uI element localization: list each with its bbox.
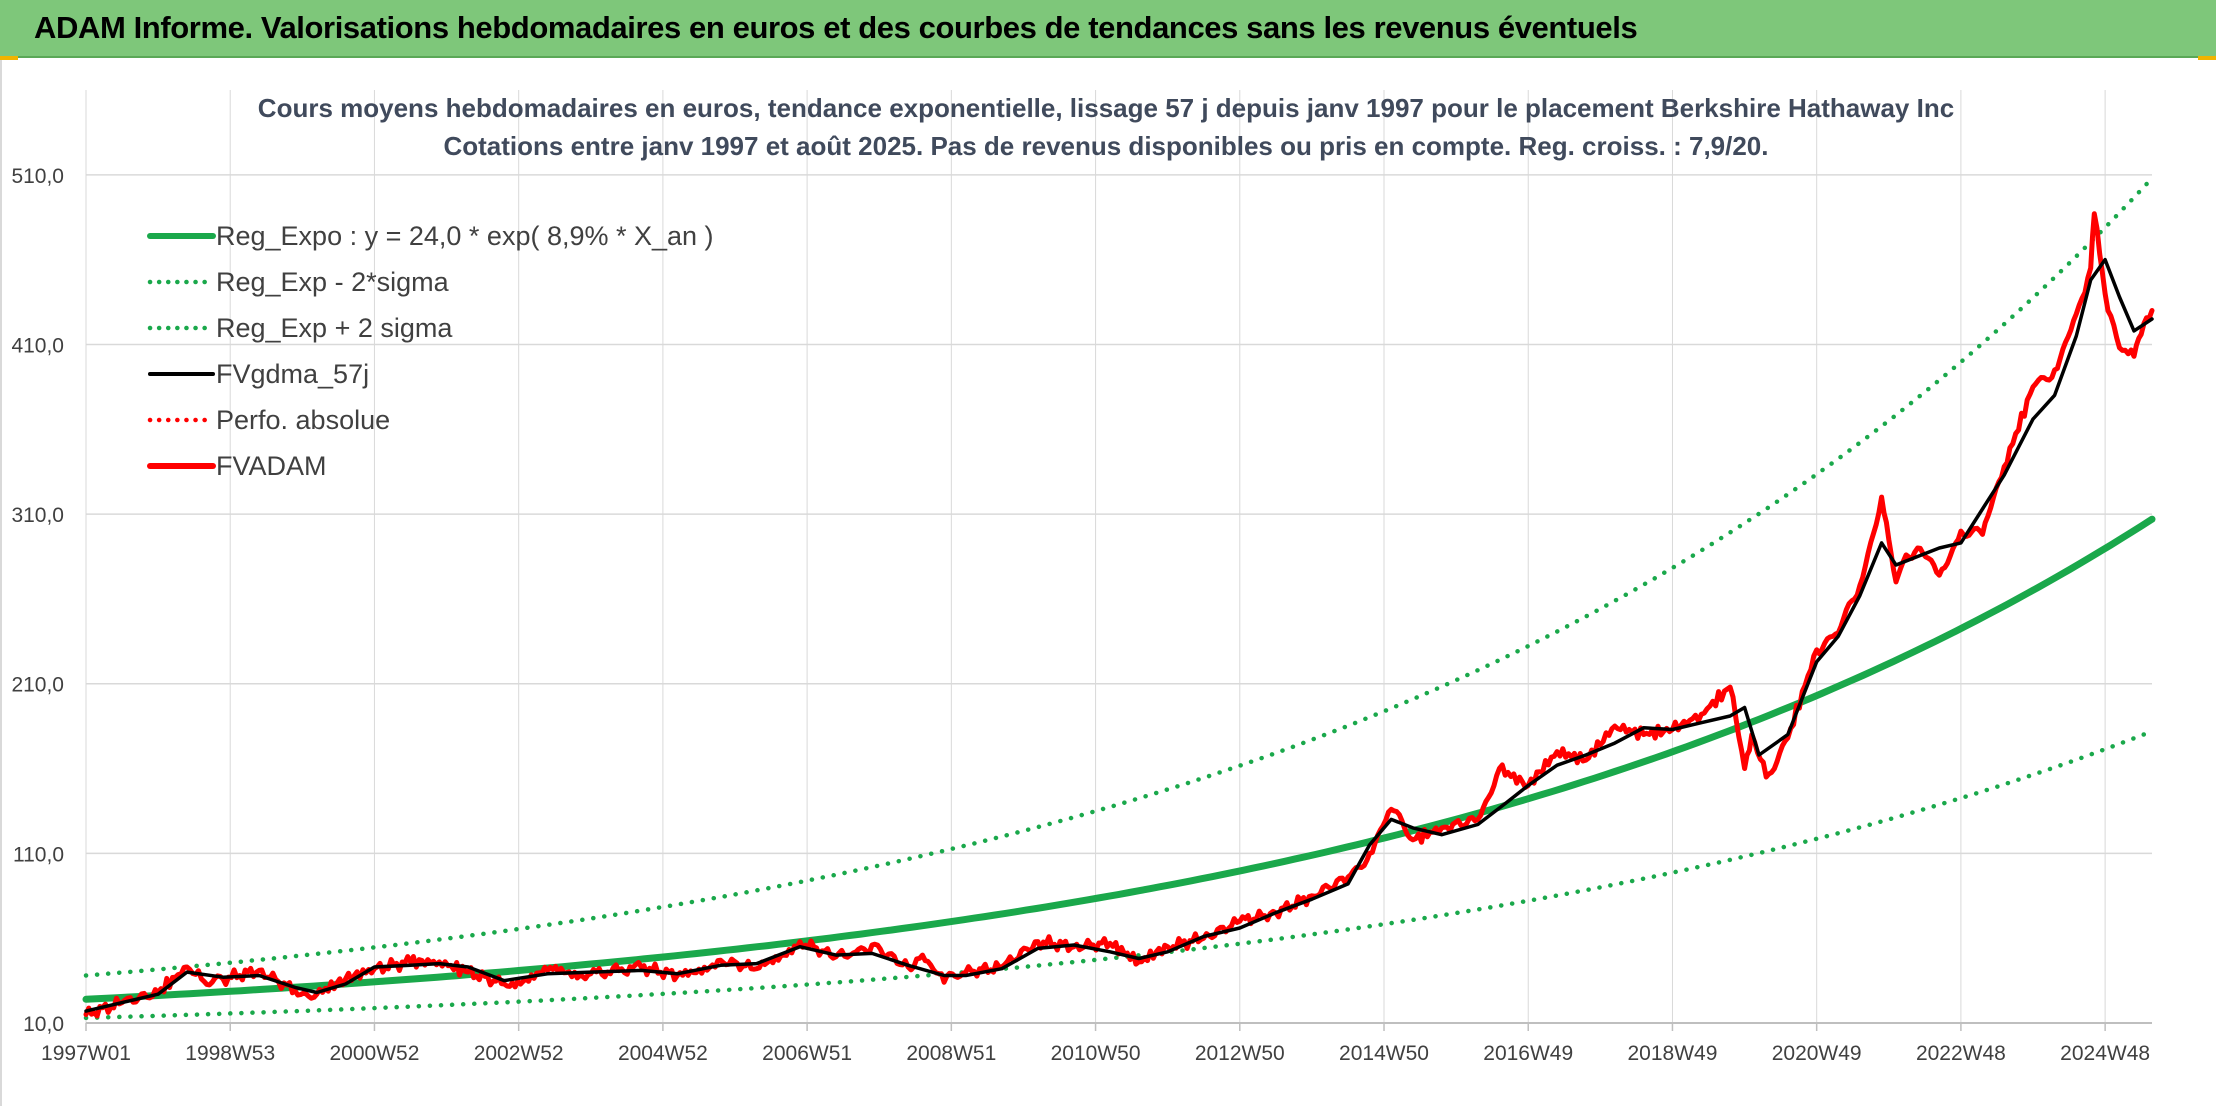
x-tick-label: 2010W50 (1051, 1042, 1141, 1065)
report-banner: ADAM Informe. Valorisations hebdomadaire… (0, 0, 2216, 58)
chart-subtitle: Cotations entre janv 1997 et août 2025. … (443, 131, 1768, 161)
x-tick-label: 2022W48 (1916, 1042, 2006, 1065)
x-tick-label: 2024W48 (2060, 1042, 2150, 1065)
y-tick-label: 110,0 (13, 843, 64, 866)
series-line-1 (83, 728, 2155, 1021)
x-tick-label: 2018W49 (1628, 1042, 1718, 1065)
legend-label: Reg_Exp - 2*sigma (216, 267, 450, 297)
legend-label: Reg_Expo : y = 24,0 * exp( 8,9% * X_an ) (216, 221, 714, 251)
x-tick-label: 2000W52 (329, 1042, 419, 1065)
y-tick-label: 310,0 (11, 504, 64, 527)
grid-layer (85, 90, 2152, 1024)
x-tick-label: 2014W50 (1339, 1042, 1429, 1065)
legend-label: Reg_Exp + 2 sigma (216, 313, 453, 343)
legend-label: FVADAM (216, 451, 327, 481)
legend: Reg_Expo : y = 24,0 * exp( 8,9% * X_an )… (147, 221, 714, 481)
x-tick-label: 2002W52 (474, 1042, 564, 1065)
x-tick-label: 1997W01 (41, 1042, 131, 1065)
x-tick-label: 2004W52 (618, 1042, 708, 1065)
legend-label: Perfo. absolue (216, 405, 390, 435)
y-tick-label: 210,0 (11, 674, 64, 697)
x-tick-label: 2020W49 (1772, 1042, 1862, 1065)
series-layer (82, 175, 2156, 1021)
x-tick-label: 2008W51 (906, 1042, 996, 1065)
y-tick-label: 10,0 (23, 1013, 64, 1036)
x-tick-label: 1998W53 (185, 1042, 275, 1065)
x-tick-label: 2006W51 (762, 1042, 852, 1065)
y-tick-label: 410,0 (11, 334, 64, 357)
series-line-0 (82, 515, 2156, 1003)
axis-labels: 10,0 110,0 210,0 310,0 410,0 510,0 1997W01 1998… (11, 165, 2150, 1065)
chart-panel: Cours moyens hebdomadaires en euros, ten… (0, 60, 2216, 1106)
series-line-3 (84, 257, 2154, 1013)
chart-title: Cours moyens hebdomadaires en euros, ten… (258, 93, 1954, 123)
y-tick-label: 510,0 (11, 165, 64, 188)
chart-svg: Cours moyens hebdomadaires en euros, ten… (11, 90, 2156, 1065)
series-line-2 (83, 175, 2155, 978)
x-tick-label: 2012W50 (1195, 1042, 1285, 1065)
x-tick-label: 2016W49 (1483, 1042, 1573, 1065)
legend-label: FVgdma_57j (216, 359, 369, 389)
report-title: ADAM Informe. Valorisations hebdomadaire… (34, 10, 1638, 45)
